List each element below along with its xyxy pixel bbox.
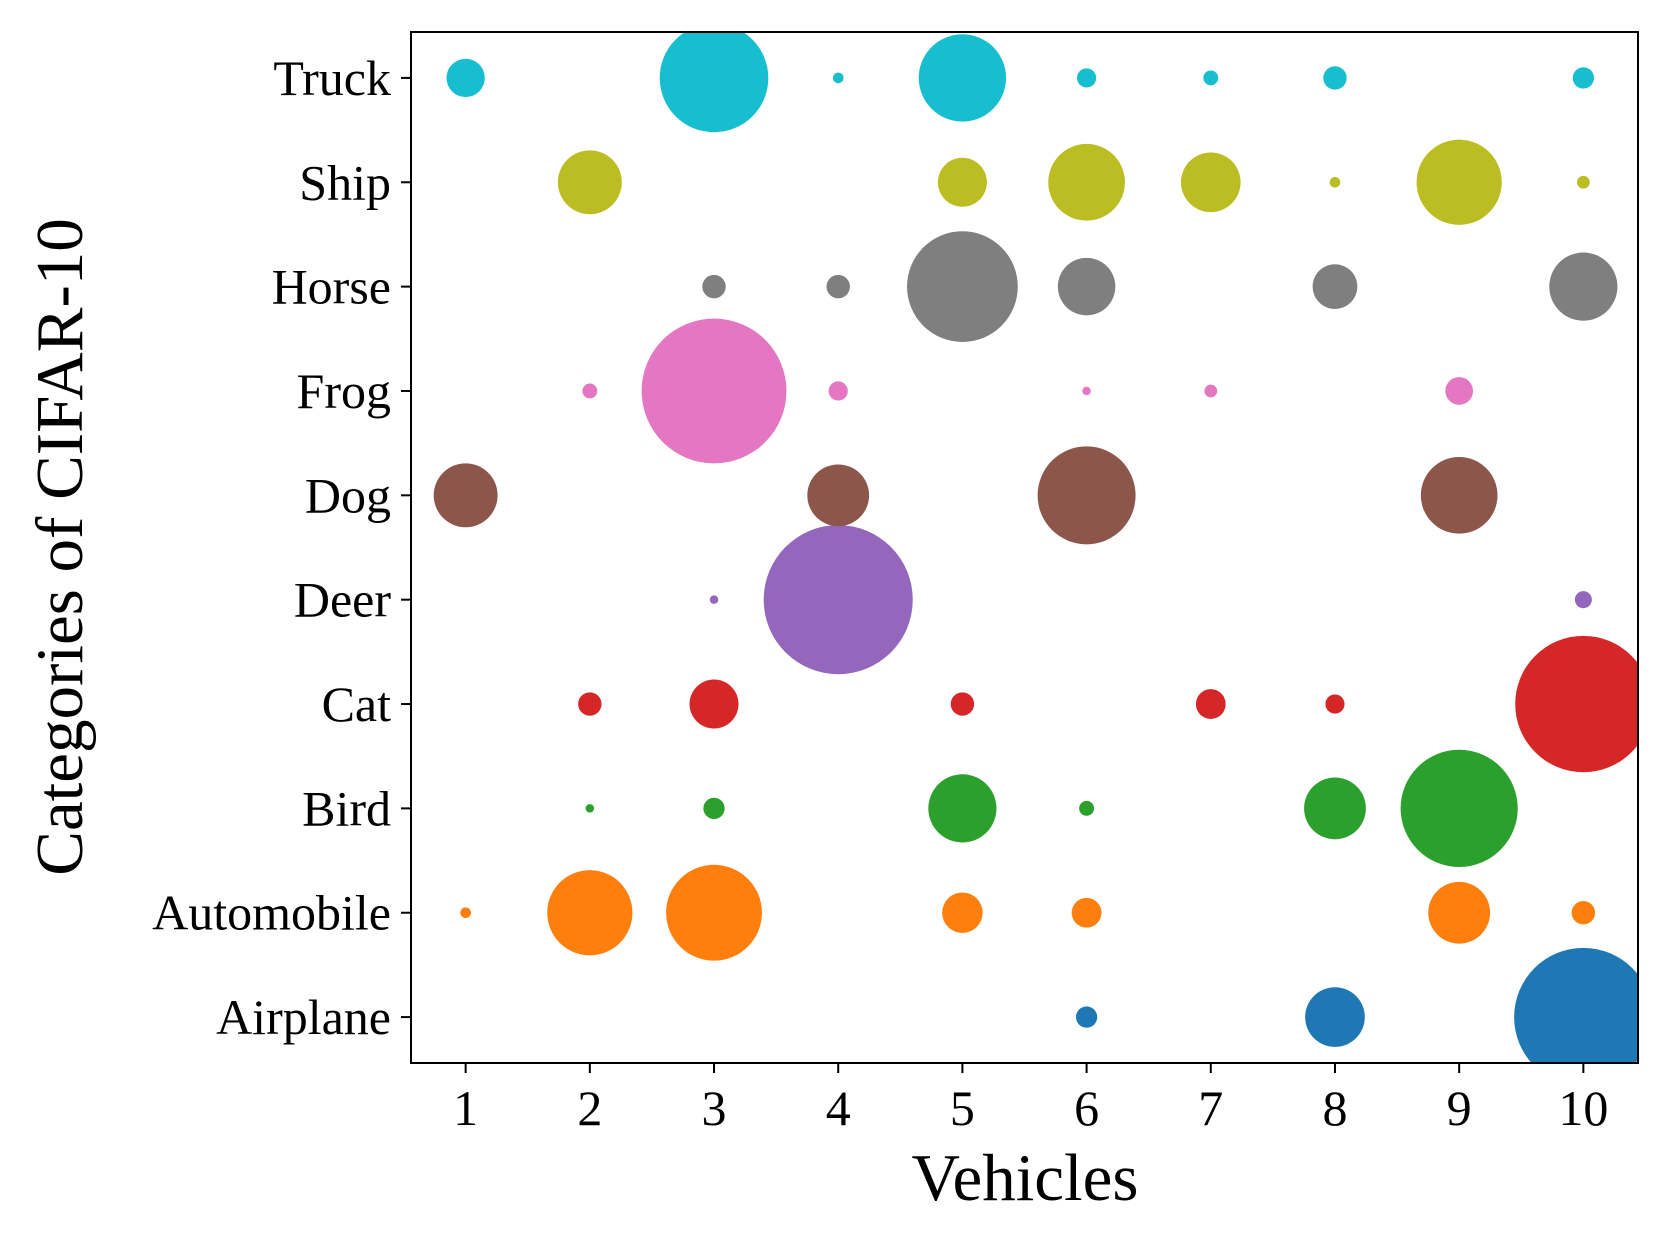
x-tick-label: 2 — [577, 1080, 602, 1136]
bubble — [918, 34, 1007, 122]
y-tick-label: Frog — [297, 363, 391, 419]
bubble — [1195, 689, 1226, 719]
bubble — [641, 318, 787, 464]
x-tick-label: 4 — [826, 1080, 851, 1136]
bubble — [1574, 591, 1592, 609]
bubble — [763, 525, 913, 675]
bubble — [666, 864, 762, 961]
bubble — [1416, 139, 1502, 225]
y-tick-label: Horse — [272, 259, 391, 315]
x-tick-label: 6 — [1074, 1080, 1099, 1136]
bubble — [1325, 694, 1345, 714]
x-tick-label: 9 — [1447, 1080, 1472, 1136]
bubble — [1323, 66, 1347, 90]
y-tick-label: Dog — [305, 467, 391, 523]
x-tick-label: 5 — [950, 1080, 975, 1136]
bubble — [1572, 67, 1595, 89]
bubble — [828, 381, 848, 401]
bubble — [1428, 881, 1491, 944]
bubble — [1445, 377, 1474, 405]
bubble — [1204, 384, 1218, 398]
bubble — [1515, 635, 1638, 773]
y-axis-label: Categories of CIFAR-10 — [23, 218, 97, 876]
y-tick-label: Ship — [299, 154, 391, 210]
bubble — [709, 595, 719, 604]
bubble — [1329, 176, 1341, 188]
bubble — [937, 157, 987, 207]
bubble — [1549, 252, 1618, 321]
y-tick-label: Automobile — [152, 885, 391, 941]
bubble — [807, 464, 870, 527]
bubble — [950, 692, 975, 716]
bubble — [557, 150, 622, 215]
x-tick-label: 10 — [1558, 1080, 1608, 1136]
bubble — [1079, 800, 1095, 816]
bubble — [1075, 1006, 1098, 1028]
bubble — [460, 907, 471, 919]
bubble — [1305, 987, 1365, 1047]
bubble — [1576, 175, 1590, 189]
bubble — [1057, 257, 1116, 316]
axes-frame — [410, 31, 1639, 1064]
bubble — [942, 892, 983, 933]
bubble — [547, 870, 633, 956]
bubble — [703, 797, 725, 820]
bubble — [702, 274, 726, 299]
bubble — [585, 804, 595, 813]
bubble — [1420, 456, 1498, 534]
bubble — [907, 231, 1018, 342]
bubble — [433, 463, 498, 528]
bubble — [1304, 777, 1366, 840]
x-tick-label: 8 — [1322, 1080, 1347, 1136]
bubble — [578, 692, 602, 716]
bubble — [689, 679, 739, 729]
bubble — [582, 383, 598, 399]
bubble — [659, 32, 769, 133]
x-axis-label: Vehicles — [912, 1141, 1139, 1215]
plot-area — [433, 32, 1638, 1063]
bubble — [826, 274, 850, 299]
y-tick-label: Truck — [273, 50, 391, 106]
bubble — [1514, 947, 1638, 1063]
y-tick-label: Bird — [302, 780, 391, 836]
x-tick-label: 7 — [1198, 1080, 1223, 1136]
bubble — [1077, 68, 1097, 88]
bubble — [1037, 446, 1136, 545]
bubble — [1571, 901, 1596, 925]
bubble — [446, 58, 485, 98]
x-tick-label: 1 — [453, 1080, 478, 1136]
bubble — [1203, 70, 1219, 86]
x-tick-label: 3 — [702, 1080, 727, 1136]
bubble — [1082, 386, 1091, 396]
y-tick-label: Airplane — [216, 989, 391, 1045]
bubble — [1180, 152, 1241, 213]
y-tick-label: Cat — [322, 676, 392, 732]
bubble — [1312, 264, 1358, 309]
y-tick-label: Deer — [294, 572, 391, 628]
bubble — [928, 774, 997, 843]
bubble — [1400, 749, 1518, 867]
bubble — [832, 72, 844, 84]
bubble — [1071, 897, 1102, 928]
bubble — [1048, 143, 1125, 221]
